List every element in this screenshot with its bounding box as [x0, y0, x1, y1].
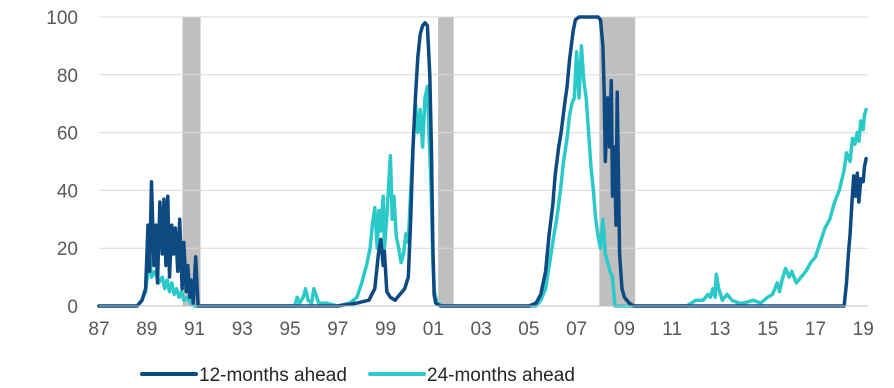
x-tick-label-95: 95 [279, 319, 300, 340]
x-tick-label-03: 03 [471, 319, 492, 340]
y-tick-label-60: 60 [57, 124, 78, 145]
series-line-24-months-ahead [97, 44, 868, 308]
series-line-12-months-ahead [97, 15, 868, 308]
x-tick-label-97: 97 [327, 319, 348, 340]
gridlines [99, 16, 868, 249]
x-tick-label-11: 11 [662, 319, 682, 340]
x-tick-label-01: 01 [423, 319, 444, 340]
x-tick-label-87: 87 [88, 319, 109, 340]
x-tick-label-09: 09 [614, 319, 635, 340]
y-tick-label-100: 100 [46, 8, 78, 29]
series-lines [97, 15, 868, 308]
y-axis-ticks: 0 20 40 60 80 100 [46, 8, 78, 318]
legend-label-12-months-ahead: 12-months ahead [199, 365, 347, 386]
x-tick-label-19: 19 [853, 319, 874, 340]
x-tick-label-91: 91 [184, 319, 205, 340]
x-tick-label-07: 07 [566, 319, 587, 340]
x-tick-label-17: 17 [805, 319, 826, 340]
x-tick-label-15: 15 [757, 319, 778, 340]
recession-band-1 [438, 17, 454, 306]
legend-label-24-months-ahead: 24-months ahead [427, 365, 575, 386]
x-tick-label-89: 89 [136, 319, 157, 340]
x-tick-label-13: 13 [709, 319, 730, 340]
x-tick-label-93: 93 [232, 319, 253, 340]
x-tick-label-99: 99 [375, 319, 396, 340]
x-tick-label-05: 05 [518, 319, 539, 340]
x-axis-ticks: 87 89 91 93 95 97 99 01 03 05 07 09 11 13 15 17 19 [88, 319, 873, 340]
y-tick-label-0: 0 [67, 297, 78, 318]
legend: 12-months ahead 24-months ahead [140, 365, 575, 386]
y-tick-label-40: 40 [57, 181, 78, 202]
recession-band-0 [182, 17, 201, 306]
y-tick-label-80: 80 [57, 66, 78, 87]
y-tick-label-20: 20 [57, 239, 78, 260]
